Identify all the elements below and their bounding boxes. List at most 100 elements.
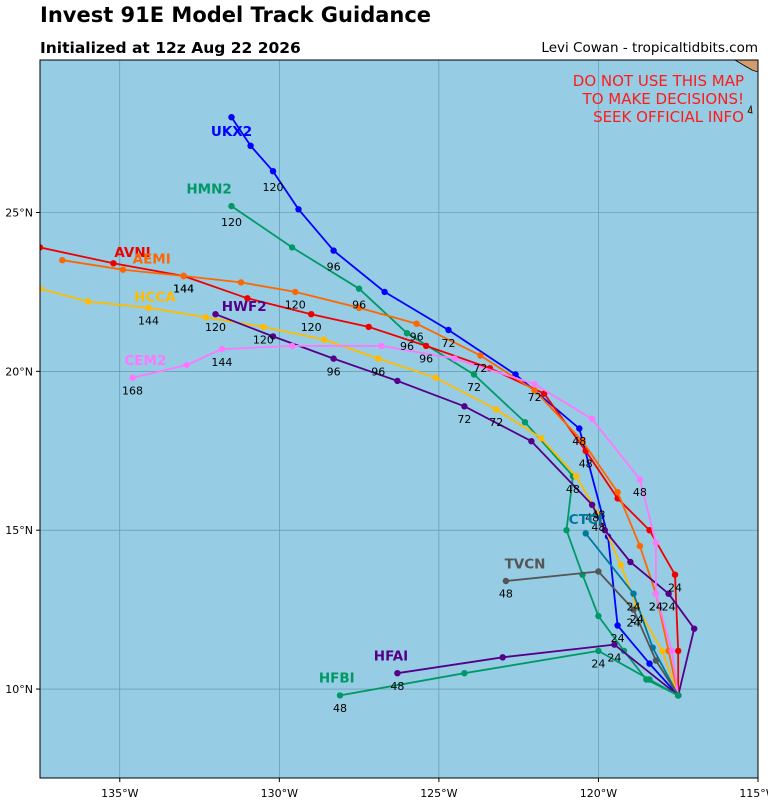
- map-frame: [39, 59, 759, 779]
- track-point: [355, 304, 363, 311]
- lon-tick-label: 125°W: [420, 787, 457, 800]
- track-point: [336, 692, 344, 699]
- track-point: [461, 670, 468, 677]
- forecast-hour-label: 96: [327, 261, 341, 274]
- track-point: [531, 380, 538, 388]
- track-point: [502, 577, 510, 585]
- model-label-cem2: CEM2: [124, 353, 166, 369]
- forecast-hour-label: 24: [627, 616, 641, 629]
- model-label-hwf2: HWF2: [222, 299, 267, 315]
- track-avni: [40, 244, 682, 699]
- map-subtitle: Initialized at 12z Aug 22 2026: [40, 39, 301, 57]
- model-label-aemi: AEMI: [133, 251, 171, 267]
- coastline-baja: [734, 60, 758, 73]
- forecast-hour-label: 120: [253, 334, 274, 347]
- model-label-hfbi: HFBI: [319, 671, 355, 687]
- track-cem2: [129, 342, 682, 699]
- track-point: [269, 168, 277, 175]
- lat-tick-label: 25°N: [5, 206, 33, 219]
- ocean-area: [40, 60, 758, 778]
- track-point: [528, 438, 535, 445]
- track-point: [646, 660, 653, 667]
- track-point: [630, 606, 637, 613]
- track-point: [652, 657, 660, 664]
- track-point: [40, 244, 44, 251]
- warning-line: SEEK OFFICIAL INFO: [593, 108, 744, 126]
- track-point: [84, 298, 92, 305]
- forecast-hour-label: 96: [371, 365, 385, 378]
- forecast-hour-label: 24: [627, 600, 641, 613]
- track-point: [541, 390, 548, 397]
- forecast-hour-label: 24: [662, 600, 676, 613]
- track-point: [244, 295, 251, 302]
- forecast-hour-label: 144: [173, 283, 194, 296]
- track-point: [403, 330, 411, 337]
- track-point: [330, 355, 337, 362]
- track-point: [572, 473, 580, 480]
- track-point: [627, 558, 634, 566]
- model-label-avni: AVNI: [114, 245, 150, 261]
- forecast-hour-label: 24: [668, 581, 682, 594]
- track-point: [228, 202, 235, 210]
- forecast-hour-label: 48: [591, 521, 605, 534]
- model-label-tvcn: TVCN: [505, 556, 546, 572]
- track-point: [394, 377, 401, 385]
- track-point: [477, 352, 484, 359]
- track-point: [601, 527, 608, 534]
- track-point: [537, 434, 545, 442]
- track-point: [611, 641, 618, 648]
- track-point: [691, 625, 698, 632]
- track-point: [595, 647, 602, 655]
- track-point: [295, 206, 302, 213]
- track-hfbi: [336, 647, 682, 699]
- island-guadalupe: [747, 104, 753, 114]
- track-point: [659, 647, 666, 655]
- track-point: [422, 342, 430, 350]
- track-point: [531, 387, 538, 394]
- track-point: [330, 247, 337, 254]
- forecast-hour-label: 120: [205, 321, 226, 334]
- warning-line: DO NOT USE THIS MAP: [573, 72, 744, 90]
- forecast-hour-label: 144: [138, 315, 159, 328]
- lat-tick-label: 10°N: [5, 683, 33, 696]
- track-point: [668, 647, 675, 655]
- track-point: [40, 285, 44, 292]
- track-point: [445, 326, 452, 334]
- track-point: [288, 342, 296, 350]
- forecast-hour-label: 72: [489, 416, 503, 429]
- track-point: [288, 244, 296, 251]
- forecast-hour-label: 144: [173, 283, 194, 296]
- forecast-hour-label: 24: [649, 600, 663, 613]
- track-point: [228, 114, 235, 121]
- forecast-hour-label: 72: [473, 362, 487, 375]
- track-point: [129, 374, 136, 381]
- track-point: [247, 142, 254, 149]
- track-point: [119, 266, 127, 273]
- track-point: [378, 342, 385, 350]
- track-hcca: [40, 285, 682, 699]
- track-point: [646, 676, 653, 683]
- track-point: [110, 260, 117, 267]
- forecast-hour-label: 48: [572, 435, 586, 448]
- forecast-hour-label: 48: [633, 486, 647, 499]
- track-point: [614, 488, 621, 496]
- track-point: [588, 501, 596, 508]
- forecast-hour-label: 96: [327, 365, 341, 378]
- track-point: [183, 361, 190, 369]
- track-point: [595, 568, 602, 575]
- track-point: [260, 323, 267, 331]
- track-point: [588, 415, 596, 423]
- forecast-hour-label: 120: [221, 216, 242, 229]
- track-point: [499, 654, 506, 661]
- forecast-hour-label: 48: [390, 680, 404, 693]
- lon-tick-label: 120°W: [580, 787, 617, 800]
- forecast-hour-label: 96: [410, 330, 424, 343]
- forecast-hour-label: 96: [352, 299, 366, 312]
- track-point: [269, 333, 277, 340]
- track-point: [576, 425, 583, 432]
- track-line-ctci: [584, 532, 679, 696]
- track-point: [630, 590, 637, 597]
- forecast-hour-label: 72: [467, 381, 481, 394]
- track-point: [59, 257, 66, 264]
